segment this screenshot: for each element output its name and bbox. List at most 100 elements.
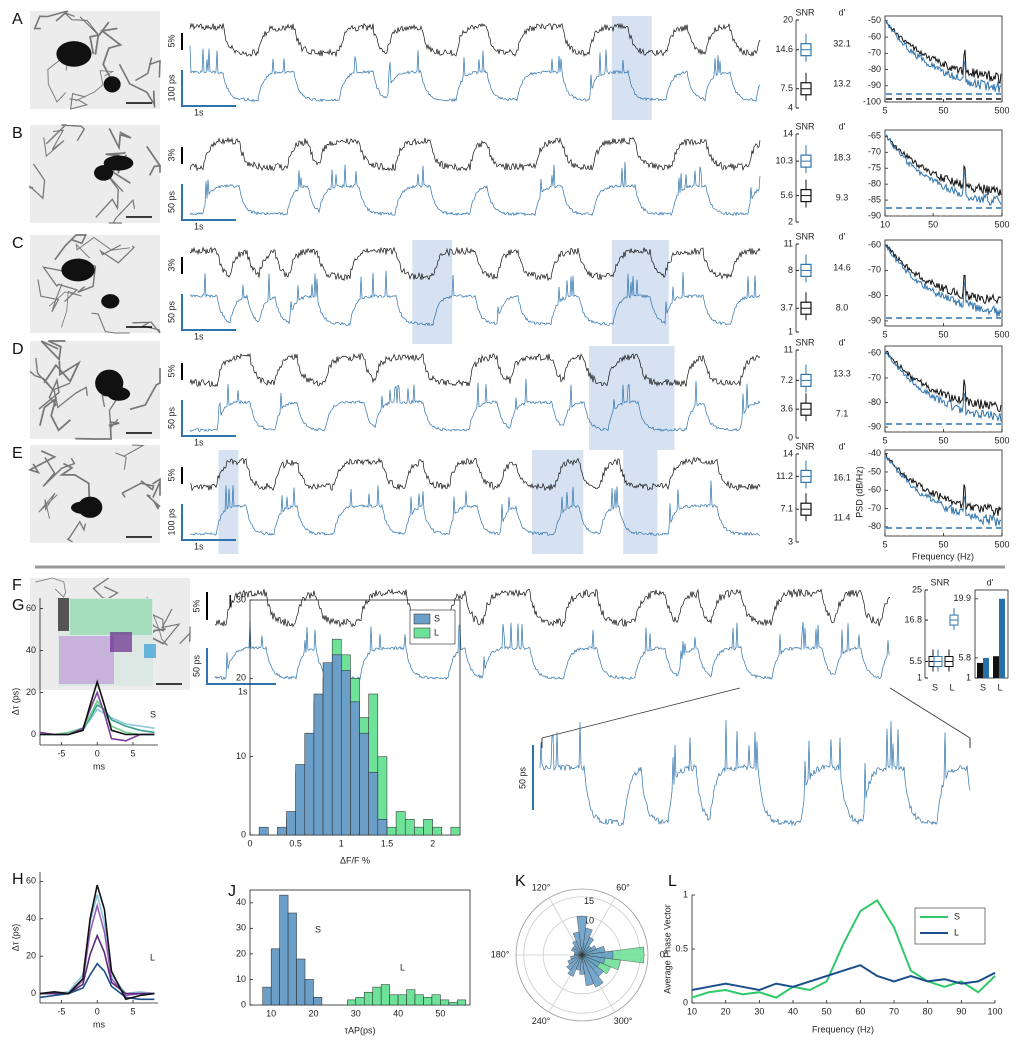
neurite [99,244,136,264]
y-tick-label: 1 [683,889,688,899]
y-tick-label: -70 [868,503,881,513]
x-tick-label: 1.5 [381,838,394,848]
y-tick-label: 20 [26,951,36,961]
hist-bar [389,994,399,1006]
zoom-line [541,687,741,739]
hist-bar [270,948,280,1006]
scale-label: 5% [166,34,176,47]
y-tick-label: -80 [868,290,881,300]
x-tick-label: 50 [928,219,938,229]
snr-title: SNR [795,337,815,347]
y-tick-label: 0.5 [675,943,688,953]
scale-label: 50 ps [517,766,527,789]
hist-bar [406,989,416,1006]
y-tick-label: 14.6 [775,44,793,54]
neurite [132,321,161,334]
y-tick-label: -50 [868,15,881,25]
scale-label: 100 ps [166,508,176,536]
y-tick-label: -85 [868,194,881,204]
hist-bar [350,701,360,836]
hist-bar [457,999,467,1006]
hist-bar [313,997,323,1006]
angle-label: 300° [614,1016,633,1026]
x-tick-label: 0 [247,838,252,848]
dprime-title: d' [839,441,846,451]
y-tick-label: 11 [784,344,793,354]
y-tick-label: 19.9 [953,593,971,603]
r-tick-label: 10 [584,916,594,926]
petal [570,947,583,956]
y-tick-label: 7.1 [780,504,793,514]
x-tick-label: 5 [882,435,887,445]
scale-label: 50 ps [191,654,201,677]
neurite [105,151,131,184]
y-tick-label: 20 [236,673,246,683]
highlight [623,450,658,554]
psd-trace [885,245,1002,318]
panel-label: E [12,445,23,462]
curve [40,894,155,995]
x-tick-label: 50 [938,539,948,549]
hist-bar [262,986,272,1006]
scale-label: 1s [194,541,204,551]
y-tick-label: 30 [236,594,246,604]
petal [572,940,583,956]
panel-label: H [12,871,24,888]
dprime-title: d' [987,577,994,587]
hist-bar [423,819,433,836]
y-tick-label: 3 [788,536,793,546]
trace [189,45,761,103]
x-tick-label: 5 [882,105,887,115]
x-tick-label: 100 [987,1006,1002,1016]
y-tick-label: 30 [236,923,246,933]
micrograph [30,11,160,109]
psd-trace [885,135,1002,196]
y-tick-label: -80 [868,64,881,74]
x-tick-label: 80 [923,1006,933,1016]
scale-bar [181,184,236,221]
neurite [75,236,131,259]
dprime-value: 7.1 [836,408,849,418]
hist-bar [304,979,314,1006]
dprime-value: 9.3 [836,192,849,202]
neurite [41,266,79,303]
neurite [69,93,89,110]
neurite [49,290,82,328]
bar [983,657,989,678]
hist-bar [440,999,450,1006]
micrograph [30,235,160,333]
neurite [33,10,69,30]
scale-label: 5% [191,599,201,612]
psd-trace [885,244,1002,305]
neurite [38,492,58,519]
legend-label: L [434,627,439,637]
panel-label: A [12,11,23,28]
neurite [64,12,100,37]
x-tick-label: -5 [57,748,65,758]
scale-label: 5% [166,468,176,481]
annotation: S [150,709,156,719]
x-tick-label: 5 [130,748,135,758]
y-tick-label: -90 [868,421,881,431]
y-tick-label: 10 [236,974,246,984]
annotation: L [150,952,155,962]
axes-box [884,345,1003,433]
neurite [39,396,71,432]
scale-label: 50 ps [166,300,176,323]
x-tick-label: 10 [880,219,890,229]
x-tick-label: 40 [788,1006,798,1016]
hist-bar [380,984,390,1006]
soma [101,294,120,309]
hist-bar [414,826,424,836]
axis-label: Δτ (ps) [10,688,20,716]
hist-bar [448,1002,458,1006]
axis-label: ms [93,1019,105,1029]
hist-bar [397,994,407,1006]
axes-box [884,449,1003,537]
x-tick-label: 500 [994,329,1009,339]
neurite [75,421,120,440]
x-tick-label: 90 [956,1006,966,1016]
hist-bar [432,826,442,836]
hist-bar [423,997,433,1006]
y-tick-label: 5.8 [958,652,971,662]
